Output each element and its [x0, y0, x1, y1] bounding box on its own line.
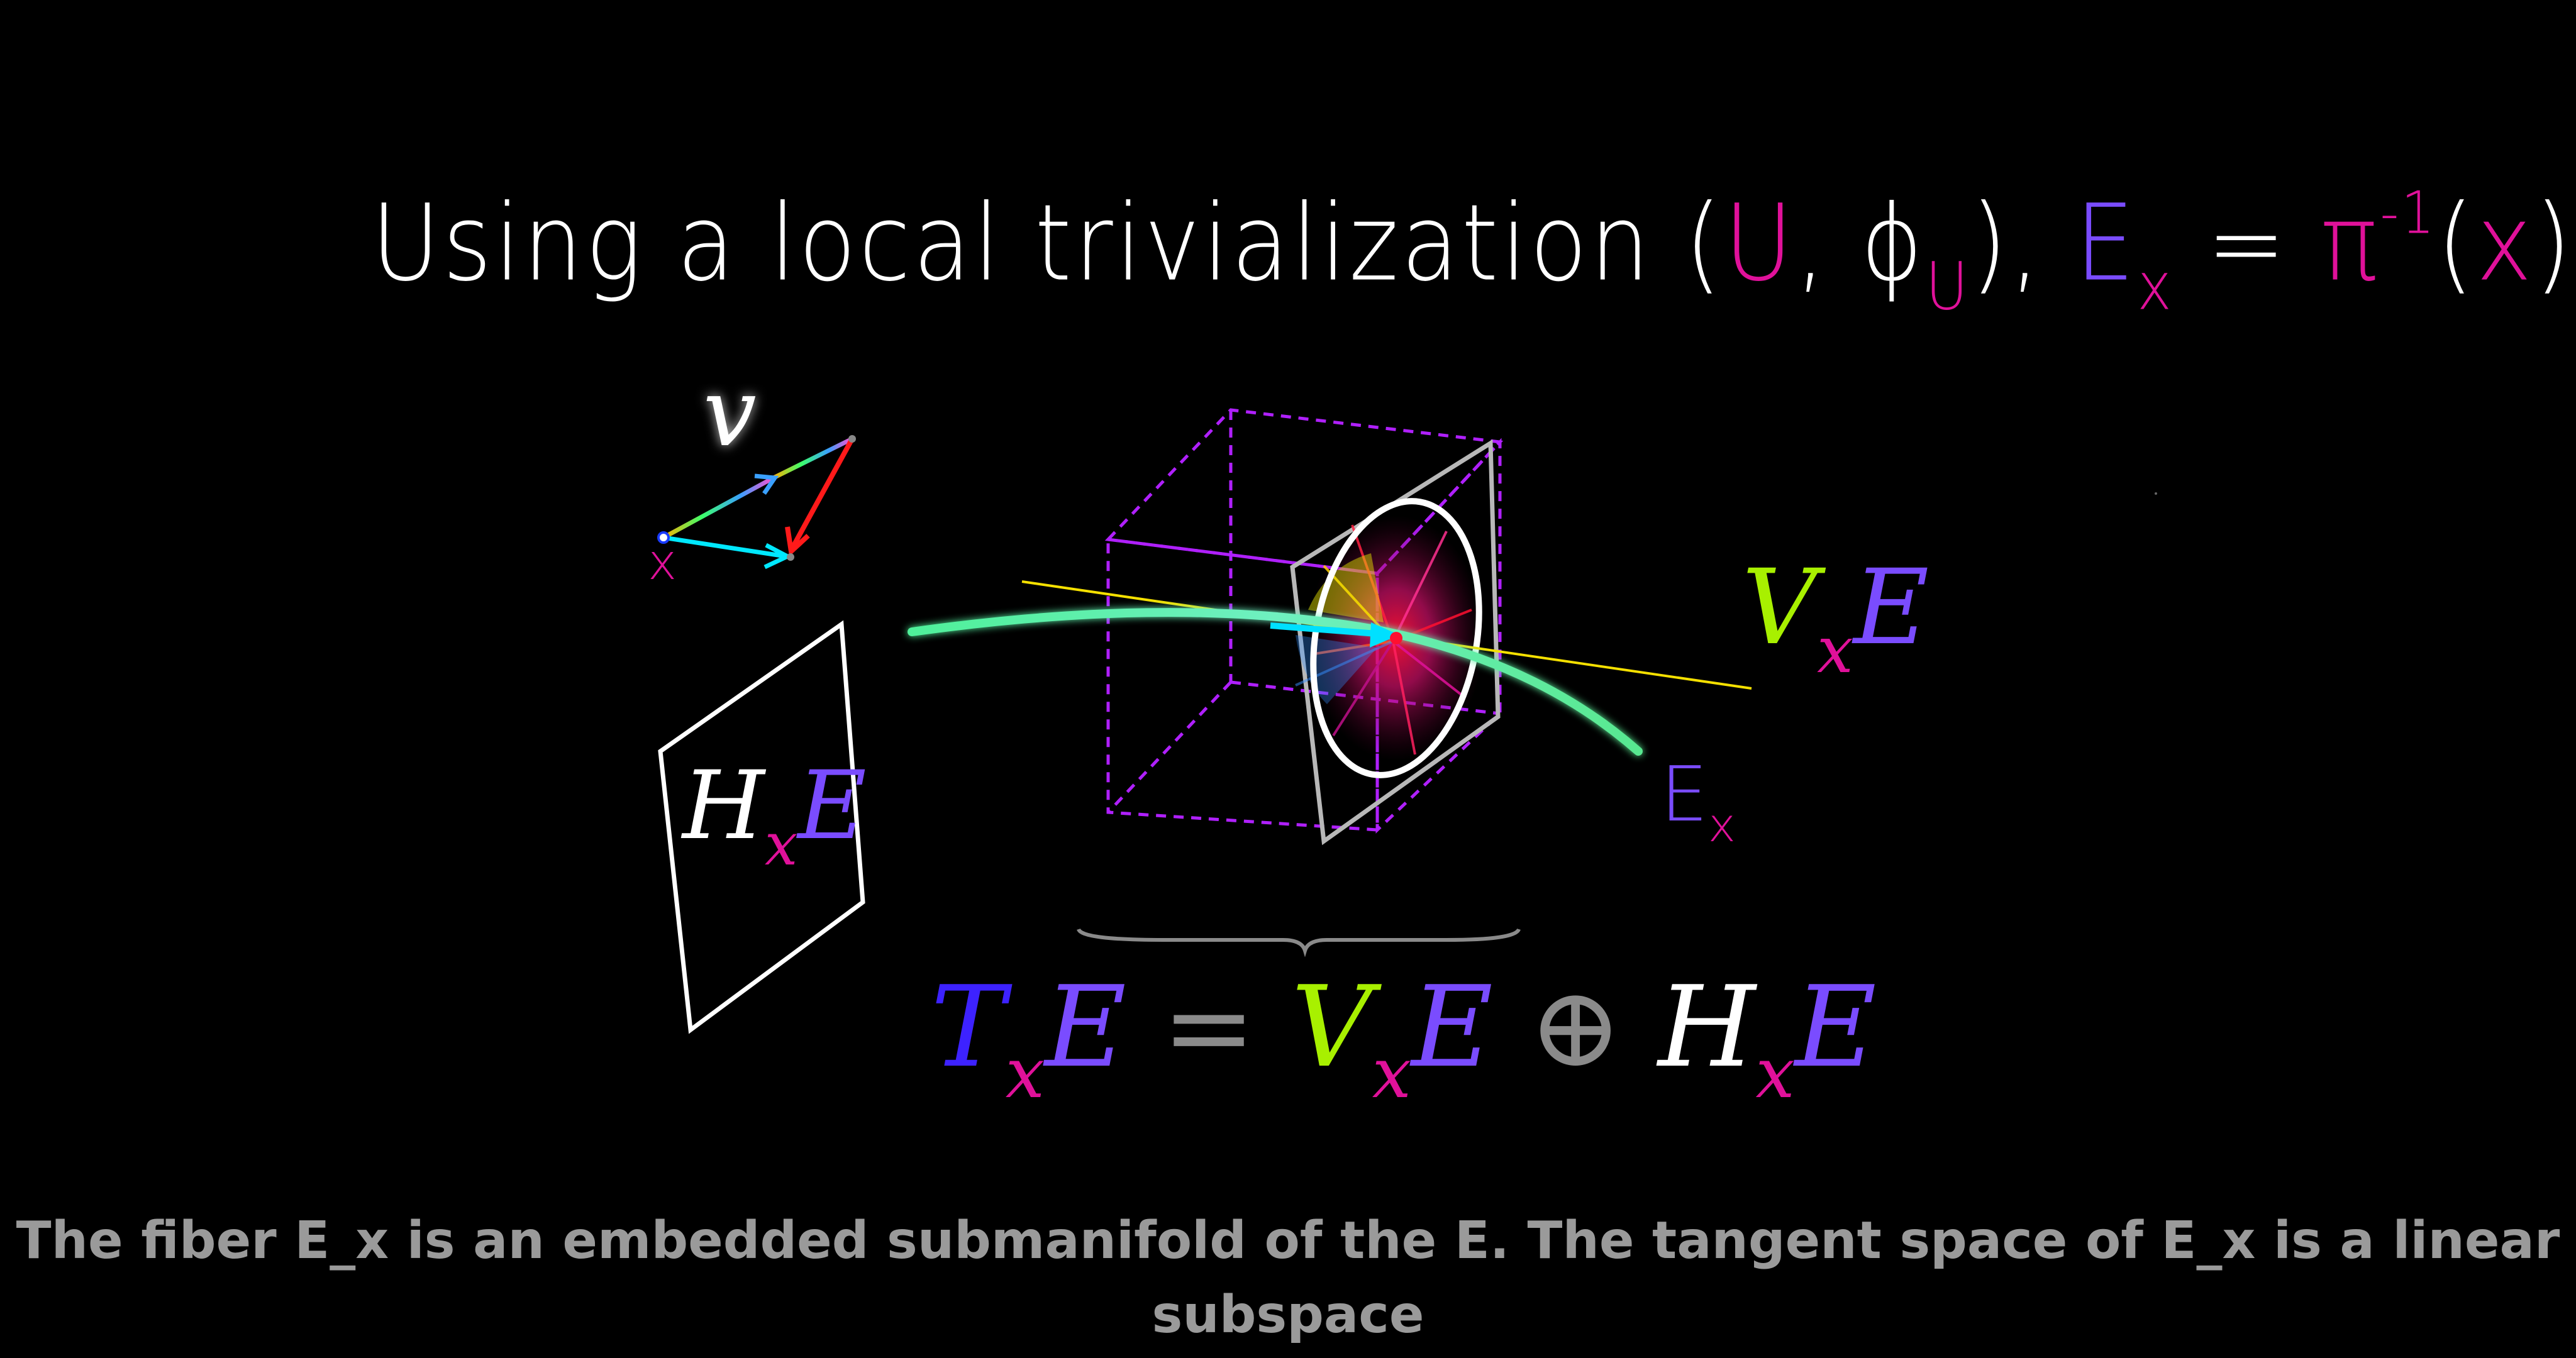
caption: The fiber E_x is an embedded submanifold…	[0, 1204, 2576, 1358]
label-H: H	[682, 751, 765, 861]
point-x	[657, 531, 670, 544]
formula-oplus: ⊕	[1492, 962, 1658, 1092]
title-paren-open: (	[2436, 182, 2477, 305]
section-curve	[908, 608, 1643, 756]
formula-H-E: E	[1794, 962, 1877, 1092]
title-E-sub: x	[2137, 248, 2175, 325]
vector-v-arrowhead	[754, 473, 779, 495]
caption-line-1: The fiber E_x is an embedded submanifold…	[16, 1211, 2560, 1345]
label-x-point: x	[648, 534, 677, 591]
title-comma: ,	[1796, 182, 1861, 305]
formula-T-E: E	[1044, 962, 1126, 1092]
title-U: U	[1724, 182, 1796, 305]
burst-ray	[1392, 641, 1416, 755]
label-HxE: HxE	[682, 751, 867, 878]
title-phi: ϕ	[1860, 182, 1926, 305]
burst-yellow	[1308, 553, 1384, 622]
label-Ex-sub: x	[1707, 798, 1736, 853]
label-V-E: E	[1853, 547, 1929, 668]
tangent-arrow-head	[1370, 622, 1399, 648]
title: Using a local trivialization (U, ϕU), Ex…	[371, 179, 2576, 325]
formula-V-E: E	[1411, 962, 1493, 1092]
fiber-point	[1390, 632, 1402, 644]
cube-hidden-edge-3	[1107, 681, 1232, 814]
vector-cyan	[663, 535, 787, 559]
vector-red	[789, 438, 855, 551]
formula-H: H	[1658, 962, 1756, 1092]
label-Ex: Ex	[1660, 751, 1736, 853]
title-paren-close: )	[2534, 182, 2574, 305]
label-VxE: VxE	[1742, 547, 1929, 688]
cube-front-face	[1106, 538, 1379, 832]
label-V: V	[1742, 547, 1818, 668]
title-close: ),	[1970, 182, 2075, 305]
direct-sum-formula: TxE = VxE ⊕ HxE	[931, 962, 1877, 1114]
label-H-sub: x	[764, 810, 798, 878]
vector-red-arrowhead	[785, 526, 810, 557]
title-E: E	[2075, 182, 2138, 305]
caption-line-2: of the tangent space of E.	[0, 1352, 2576, 1358]
formula-V-sub: x	[1372, 1033, 1412, 1114]
vector-v-segment-1	[662, 475, 775, 540]
burst-ray	[1314, 640, 1394, 655]
title-prefix: Using a local trivialization (	[371, 182, 1724, 305]
cube-hidden-edge-2	[1230, 680, 1501, 715]
formula-H-sub: x	[1755, 1033, 1795, 1114]
title-phi-sub: U	[1925, 248, 1971, 325]
burst-ray	[1392, 531, 1448, 642]
formula-V: V	[1291, 962, 1372, 1092]
vector-triangle	[657, 435, 856, 570]
title-eq: =	[2174, 182, 2321, 305]
title-x: x	[2476, 182, 2535, 305]
burst-ray	[1392, 640, 1467, 699]
burst-ray	[1332, 640, 1394, 737]
label-V-sub: x	[1817, 613, 1853, 688]
underbrace	[1077, 928, 1521, 958]
formula-T-sub: x	[1005, 1033, 1045, 1114]
stray-dot	[2155, 492, 2157, 495]
label-v: v	[703, 358, 757, 468]
vector-base-point	[787, 553, 794, 561]
vector-v-segment-2	[772, 436, 853, 480]
horizontal-plane	[658, 620, 865, 1034]
formula-eq: =	[1126, 962, 1292, 1092]
label-H-E: E	[797, 751, 867, 861]
fiber-plane	[1290, 439, 1501, 846]
vector-tip-point	[848, 435, 856, 443]
burst-ray	[1351, 524, 1394, 642]
title-pi-sup: -1	[2380, 179, 2437, 248]
label-Ex-E: E	[1660, 751, 1708, 839]
title-pi: π	[2321, 182, 2380, 305]
formula-T: T	[931, 962, 1006, 1092]
